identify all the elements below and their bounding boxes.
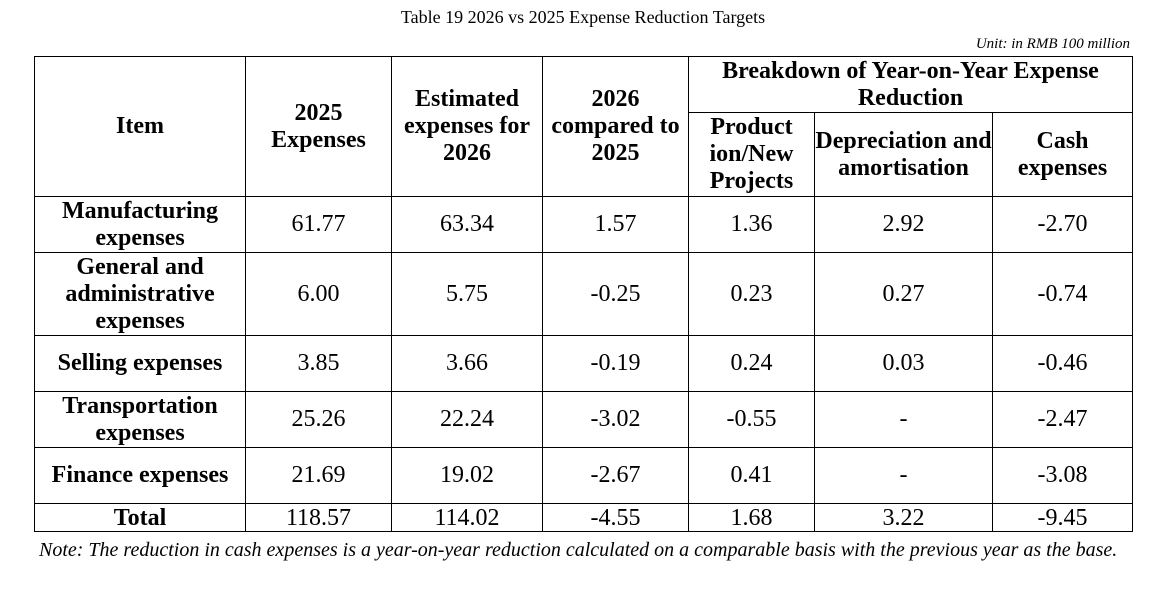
cell-cash: -2.70 <box>991 196 1134 253</box>
cell-2026: 3.66 <box>391 335 543 392</box>
cell-cash: -3.08 <box>991 447 1134 504</box>
row-item: General and administrative expenses <box>34 252 246 336</box>
cell-depreciation: 3.22 <box>814 503 993 532</box>
cell-2025: 61.77 <box>245 196 392 253</box>
table-row: Transportation expenses 25.26 22.24 -3.0… <box>34 391 1134 448</box>
table-row: Manufacturing expenses 61.77 63.34 1.57 … <box>34 196 1134 253</box>
row-item: Transportation expenses <box>34 391 246 448</box>
cell-2026: 19.02 <box>391 447 543 504</box>
cell-production: 0.23 <box>688 252 815 336</box>
table-row: General and administrative expenses 6.00… <box>34 252 1134 336</box>
header-2025-expenses: 2025 Expenses <box>245 56 392 197</box>
expense-table: Item 2025 Expenses Estimated expenses fo… <box>34 56 1134 532</box>
header-estimated-2026: Estimated expenses for 2026 <box>391 56 543 197</box>
cell-diff: 1.57 <box>542 196 689 253</box>
cell-2025: 6.00 <box>245 252 392 336</box>
row-item: Manufacturing expenses <box>34 196 246 253</box>
cell-depreciation: 0.27 <box>814 252 993 336</box>
header-row-1: Item 2025 Expenses Estimated expenses fo… <box>34 56 1134 197</box>
header-item: Item <box>34 56 246 197</box>
cell-depreciation: 0.03 <box>814 335 993 392</box>
cell-depreciation: 2.92 <box>814 196 993 253</box>
cell-2026: 114.02 <box>391 503 543 532</box>
unit-label: Unit: in RMB 100 million <box>975 36 1130 52</box>
cell-2025: 118.57 <box>245 503 392 532</box>
table-row: Finance expenses 21.69 19.02 -2.67 0.41 … <box>34 447 1134 504</box>
header-row-2: Product ion/New Projects Depreciation an… <box>35 112 1134 197</box>
cell-depreciation: - <box>814 391 993 448</box>
cell-production: 0.24 <box>688 335 815 392</box>
cell-depreciation: - <box>814 447 993 504</box>
table-row: Selling expenses 3.85 3.66 -0.19 0.24 0.… <box>34 335 1134 392</box>
table-note: Note: The reduction in cash expenses is … <box>39 539 1118 561</box>
cell-production: 1.68 <box>688 503 815 532</box>
cell-2026: 63.34 <box>391 196 543 253</box>
total-row: Total 118.57 114.02 -4.55 1.68 3.22 -9.4… <box>34 503 1134 532</box>
cell-diff: -2.67 <box>542 447 689 504</box>
cell-production: -0.55 <box>688 391 815 448</box>
cell-cash: -0.46 <box>991 335 1134 392</box>
cell-2025: 21.69 <box>245 447 392 504</box>
cell-cash: -2.47 <box>991 391 1134 448</box>
cell-cash: -9.45 <box>991 503 1134 532</box>
cell-2025: 25.26 <box>245 391 392 448</box>
header-breakdown: Breakdown of Year-on-Year Expense Reduct… <box>687 56 1134 113</box>
cell-2025: 3.85 <box>245 335 392 392</box>
cell-cash: -0.74 <box>991 252 1134 336</box>
header-compared: 2026 compared to 2025 <box>542 56 689 197</box>
header-cash: Cash expenses <box>991 112 1134 197</box>
row-item: Finance expenses <box>34 447 246 504</box>
cell-diff: -3.02 <box>542 391 689 448</box>
cell-2026: 22.24 <box>391 391 543 448</box>
row-item: Selling expenses <box>34 335 246 392</box>
cell-production: 0.41 <box>688 447 815 504</box>
cell-2026: 5.75 <box>391 252 543 336</box>
header-depreciation: Depreciation and amortisation <box>814 112 993 197</box>
cell-diff: -0.25 <box>542 252 689 336</box>
cell-diff: -4.55 <box>542 503 689 532</box>
header-production: Product ion/New Projects <box>688 112 815 197</box>
cell-diff: -0.19 <box>542 335 689 392</box>
cell-production: 1.36 <box>688 196 815 253</box>
row-item-total: Total <box>34 503 246 532</box>
table-title: Table 19 2026 vs 2025 Expense Reduction … <box>400 7 766 27</box>
